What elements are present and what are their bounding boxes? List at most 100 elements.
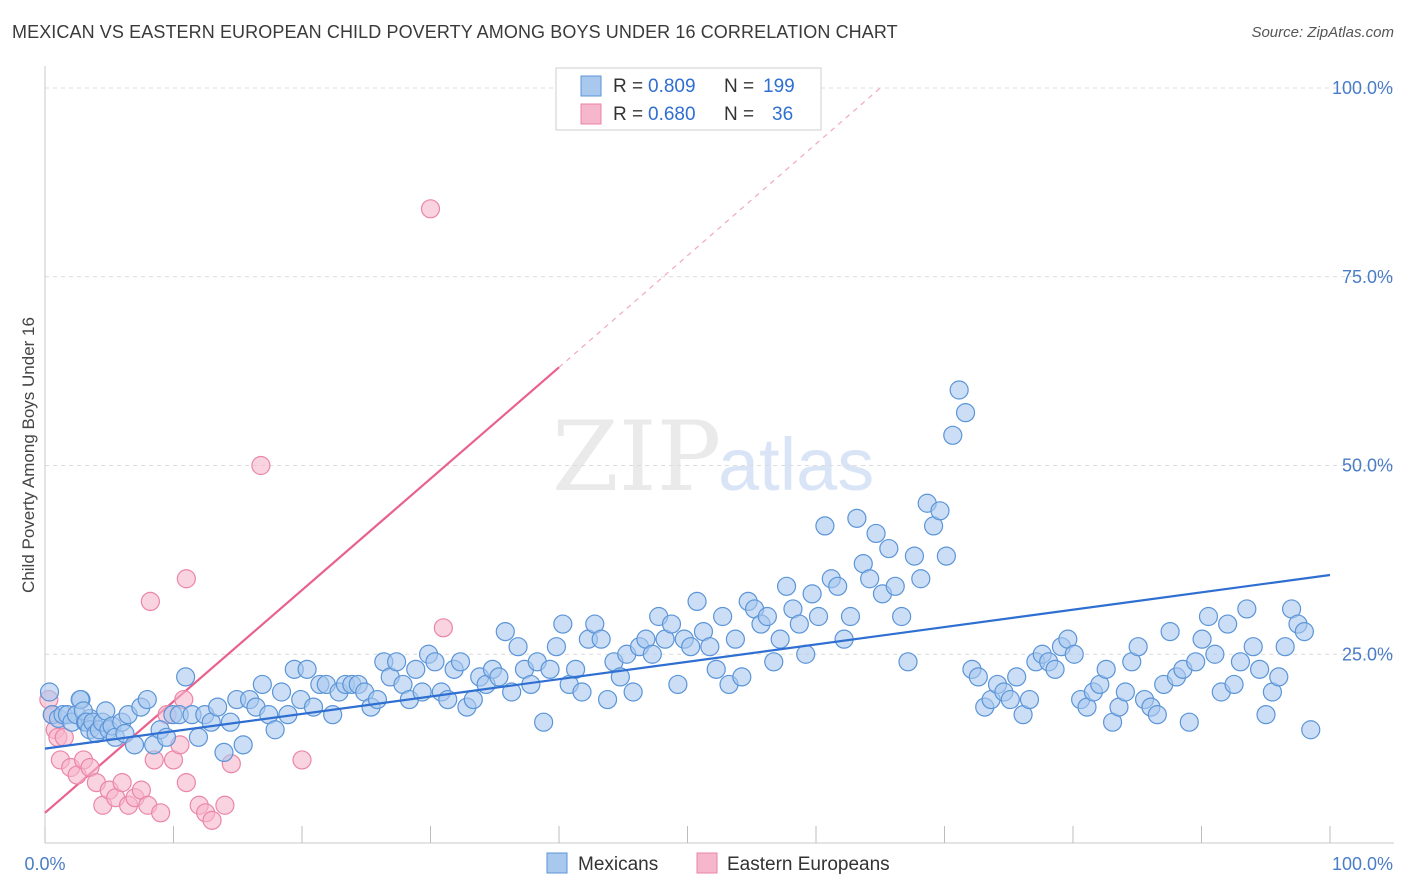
point-eastern-europeans-33 <box>251 455 271 476</box>
point-eastern-europeans-36 <box>433 618 453 638</box>
point-mexicans-193 <box>1198 606 1219 627</box>
point-eastern-europeans-14 <box>112 772 132 793</box>
point-mexicans-169 <box>1045 659 1065 679</box>
point-mexicans-209 <box>1301 720 1321 740</box>
point-eastern-europeans-35 <box>292 750 312 770</box>
point-mexicans-144 <box>885 576 905 596</box>
point-mexicans-116 <box>706 659 726 679</box>
point-mexicans-162 <box>1000 689 1020 710</box>
y-tick-label-2: 75.0% <box>1342 267 1393 287</box>
point-mexicans-42 <box>233 735 253 755</box>
point-mexicans-199 <box>1237 599 1257 619</box>
point-mexicans-131 <box>802 584 822 604</box>
point-mexicans-197 <box>1224 674 1244 695</box>
point-mexicans-48 <box>271 682 292 702</box>
point-mexicans-180 <box>1115 682 1135 702</box>
point-mexicans-0 <box>39 682 60 702</box>
point-mexicans-125 <box>764 652 784 672</box>
point-mexicans-119 <box>725 629 746 649</box>
point-mexicans-27 <box>137 689 157 710</box>
point-mexicans-126 <box>770 629 790 649</box>
point-mexicans-208 <box>1294 621 1314 642</box>
point-mexicans-115 <box>700 637 720 657</box>
point-mexicans-147 <box>904 546 925 566</box>
point-mexicans-124 <box>757 606 777 627</box>
point-mexicans-163 <box>1007 667 1027 687</box>
point-mexicans-202 <box>1256 705 1276 725</box>
series-legend: Mexicans Eastern Europeans <box>546 852 890 875</box>
point-mexicans-153 <box>943 425 963 445</box>
point-mexicans-177 <box>1096 659 1116 679</box>
point-mexicans-85 <box>508 637 528 657</box>
source-credit: Source: ZipAtlas.com <box>1251 24 1394 41</box>
point-mexicans-201 <box>1250 659 1270 679</box>
tick-labels: 25.0% 50.0% 75.0% 100.0% 0.0% 100.0% <box>24 78 1393 874</box>
legend-swatch-eastern-europeans <box>580 103 602 125</box>
point-mexicans-45 <box>252 674 272 695</box>
point-mexicans-47 <box>265 720 285 740</box>
point-mexicans-133 <box>815 516 835 536</box>
point-mexicans-130 <box>796 644 816 664</box>
y-tick-label-1: 50.0% <box>1342 456 1393 476</box>
point-mexicans-69 <box>406 659 426 679</box>
point-mexicans-145 <box>892 606 912 627</box>
point-mexicans-141 <box>866 523 886 544</box>
point-mexicans-157 <box>968 667 988 687</box>
point-mexicans-191 <box>1186 652 1206 672</box>
point-mexicans-132 <box>808 606 829 627</box>
point-eastern-europeans-34 <box>420 199 441 219</box>
point-mexicans-151 <box>930 501 950 521</box>
legend-n-label-2: N = <box>724 104 754 125</box>
point-eastern-europeans-27 <box>202 810 222 830</box>
point-mexicans-113 <box>687 591 707 612</box>
point-mexicans-182 <box>1128 637 1148 657</box>
point-mexicans-140 <box>860 569 880 589</box>
point-mexicans-137 <box>840 606 861 627</box>
y-tick-label-0: 25.0% <box>1342 644 1393 664</box>
point-eastern-europeans-28 <box>215 795 235 815</box>
y-tick-label-3: 100.0% <box>1332 78 1393 98</box>
point-mexicans-33 <box>176 667 196 687</box>
legend-swatch-mexicans <box>580 75 602 97</box>
trend-line-eastern-europeans-extension <box>558 87 881 368</box>
point-eastern-europeans-30 <box>140 591 160 612</box>
watermark-zip: ZIP <box>552 401 721 513</box>
point-mexicans-52 <box>297 659 317 679</box>
point-mexicans-143 <box>879 538 899 559</box>
point-mexicans-194 <box>1205 644 1225 664</box>
point-eastern-europeans-31 <box>176 569 196 589</box>
point-mexicans-172 <box>1064 644 1084 664</box>
x-tick-label-min: 0.0% <box>24 854 65 874</box>
point-mexicans-148 <box>911 569 931 589</box>
legend-r-value-1: 0.809 <box>648 76 696 97</box>
point-mexicans-39 <box>214 742 234 763</box>
point-mexicans-38 <box>208 697 228 717</box>
point-mexicans-154 <box>949 380 969 400</box>
point-mexicans-135 <box>828 576 848 596</box>
point-mexicans-196 <box>1218 614 1238 634</box>
point-mexicans-155 <box>955 403 976 423</box>
point-mexicans-138 <box>847 508 867 528</box>
point-mexicans-98 <box>591 629 611 649</box>
point-mexicans-99 <box>597 689 618 710</box>
series-mexicans <box>39 380 1331 763</box>
point-mexicans-129 <box>789 614 809 634</box>
trend-line-mexicans <box>44 573 1331 750</box>
point-mexicans-84 <box>502 682 522 702</box>
point-mexicans-200 <box>1243 637 1263 657</box>
point-mexicans-165 <box>1019 689 1040 710</box>
point-mexicans-94 <box>565 659 586 679</box>
point-mexicans-187 <box>1160 621 1180 642</box>
legend-r-label-2: R = <box>613 104 643 125</box>
point-mexicans-78 <box>463 689 483 710</box>
point-mexicans-76 <box>450 652 471 672</box>
bottom-legend-swatch-mexicans <box>546 852 568 874</box>
point-mexicans-190 <box>1179 712 1199 732</box>
point-mexicans-146 <box>898 652 918 672</box>
bottom-legend-swatch-eastern-europeans <box>696 852 718 874</box>
stats-legend: R = 0.809 N = 199 R = 0.680 N = 36 <box>555 67 822 131</box>
point-mexicans-83 <box>495 621 515 642</box>
point-mexicans-204 <box>1269 667 1289 687</box>
point-mexicans-82 <box>489 667 509 687</box>
